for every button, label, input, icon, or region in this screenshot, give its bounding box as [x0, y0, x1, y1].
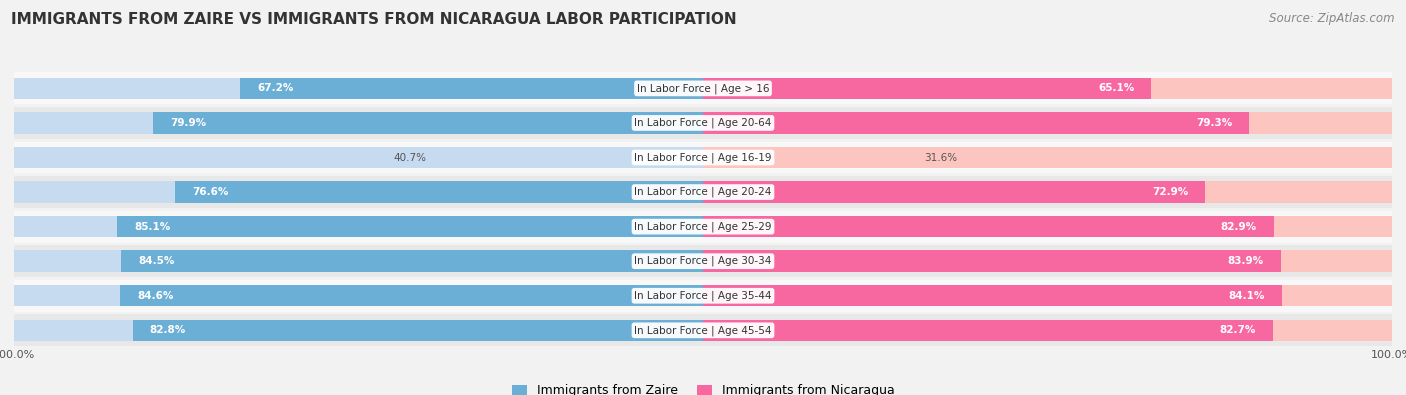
Bar	[703, 285, 1282, 307]
Text: 84.6%: 84.6%	[138, 291, 174, 301]
Bar	[132, 320, 703, 341]
Bar	[14, 181, 703, 203]
Bar	[240, 78, 703, 99]
Bar	[423, 147, 703, 168]
Text: 82.9%: 82.9%	[1220, 222, 1257, 231]
Text: In Labor Force | Age 25-29: In Labor Force | Age 25-29	[634, 221, 772, 232]
Bar	[14, 147, 703, 168]
Legend: Immigrants from Zaire, Immigrants from Nicaragua: Immigrants from Zaire, Immigrants from N…	[506, 379, 900, 395]
Bar	[703, 147, 921, 168]
Bar	[703, 112, 1250, 134]
Bar	[703, 181, 1205, 203]
Bar	[14, 211, 1392, 243]
Bar	[14, 107, 1392, 139]
Text: 82.7%: 82.7%	[1219, 325, 1256, 335]
Text: 40.7%: 40.7%	[394, 152, 426, 162]
Text: In Labor Force | Age > 16: In Labor Force | Age > 16	[637, 83, 769, 94]
Bar	[14, 285, 703, 307]
Text: In Labor Force | Age 20-64: In Labor Force | Age 20-64	[634, 118, 772, 128]
Bar	[120, 285, 703, 307]
Bar	[14, 314, 1392, 346]
Text: 83.9%: 83.9%	[1227, 256, 1264, 266]
Bar	[176, 181, 703, 203]
Text: In Labor Force | Age 35-44: In Labor Force | Age 35-44	[634, 290, 772, 301]
Bar	[703, 112, 1392, 134]
Text: 67.2%: 67.2%	[257, 83, 294, 93]
Text: 84.1%: 84.1%	[1229, 291, 1265, 301]
Bar	[703, 250, 1281, 272]
Text: 82.8%: 82.8%	[150, 325, 186, 335]
Text: In Labor Force | Age 20-24: In Labor Force | Age 20-24	[634, 187, 772, 198]
Bar	[703, 78, 1152, 99]
Bar	[703, 250, 1392, 272]
Bar	[14, 78, 703, 99]
Text: 79.9%: 79.9%	[170, 118, 205, 128]
Bar	[14, 250, 703, 272]
Text: 31.6%: 31.6%	[924, 152, 957, 162]
Bar	[703, 181, 1392, 203]
Bar	[121, 250, 703, 272]
Bar	[14, 72, 1392, 104]
Bar	[703, 216, 1274, 237]
Bar	[703, 320, 1272, 341]
Bar	[703, 216, 1392, 237]
Bar	[14, 142, 1392, 173]
Text: In Labor Force | Age 45-54: In Labor Force | Age 45-54	[634, 325, 772, 336]
Bar	[14, 245, 1392, 277]
Bar	[14, 112, 703, 134]
Bar	[703, 78, 1392, 99]
Text: 84.5%: 84.5%	[138, 256, 174, 266]
Bar	[152, 112, 703, 134]
Bar	[703, 285, 1392, 307]
Text: In Labor Force | Age 30-34: In Labor Force | Age 30-34	[634, 256, 772, 267]
Text: 76.6%: 76.6%	[193, 187, 229, 197]
Bar	[703, 147, 1392, 168]
Text: Source: ZipAtlas.com: Source: ZipAtlas.com	[1270, 12, 1395, 25]
Bar	[14, 176, 1392, 208]
Text: IMMIGRANTS FROM ZAIRE VS IMMIGRANTS FROM NICARAGUA LABOR PARTICIPATION: IMMIGRANTS FROM ZAIRE VS IMMIGRANTS FROM…	[11, 12, 737, 27]
Bar	[14, 280, 1392, 312]
Bar	[14, 216, 703, 237]
Text: 85.1%: 85.1%	[134, 222, 170, 231]
Bar	[117, 216, 703, 237]
Text: 65.1%: 65.1%	[1098, 83, 1135, 93]
Text: 79.3%: 79.3%	[1197, 118, 1232, 128]
Bar	[14, 320, 703, 341]
Text: 72.9%: 72.9%	[1152, 187, 1188, 197]
Text: In Labor Force | Age 16-19: In Labor Force | Age 16-19	[634, 152, 772, 163]
Bar	[703, 320, 1392, 341]
